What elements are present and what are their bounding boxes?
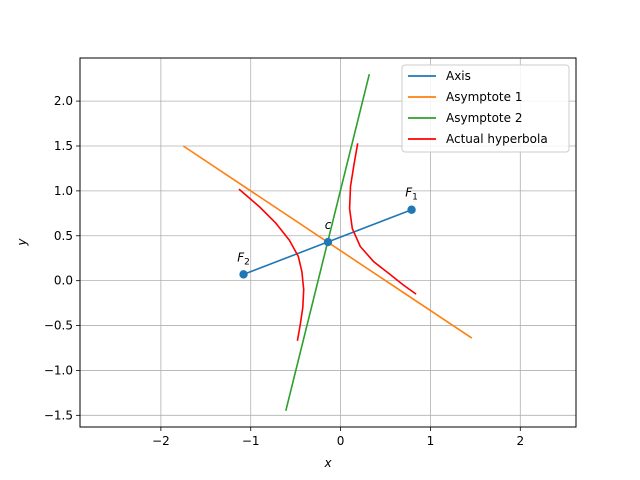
y-tick-label: 1.5 bbox=[54, 139, 73, 153]
y-tick-label: 0.0 bbox=[54, 274, 73, 288]
center-marker bbox=[323, 237, 333, 247]
y-tick-label: −1.5 bbox=[44, 408, 73, 422]
actual-hyperbola-branch-1 bbox=[238, 188, 305, 341]
legend-label-axis: Axis bbox=[446, 69, 471, 83]
plot-lines bbox=[182, 74, 473, 411]
y-tick-label: −0.5 bbox=[44, 319, 73, 333]
y-tick-label: 0.5 bbox=[54, 229, 73, 243]
x-tick-label: 0 bbox=[337, 434, 345, 448]
legend-box bbox=[401, 64, 570, 153]
label-f1: F1 bbox=[405, 186, 418, 203]
x-axis-label: x bbox=[323, 456, 332, 470]
x-tick-label: −2 bbox=[152, 434, 170, 448]
legend: Axis Asymptote 1 Asymptote 2 Actual hyperbo… bbox=[401, 64, 570, 153]
legend-label-asymptote-1: Asymptote 1 bbox=[446, 90, 522, 104]
y-tick-label: 2.0 bbox=[54, 94, 73, 108]
grid bbox=[80, 58, 576, 427]
label-f2: F2 bbox=[237, 250, 250, 267]
x-tick-label: 1 bbox=[427, 434, 435, 448]
x-tick-label: −1 bbox=[242, 434, 260, 448]
point-annotations: F1 F2 c bbox=[237, 186, 418, 268]
y-tick-label: 1.0 bbox=[54, 184, 73, 198]
axis-marker bbox=[407, 205, 416, 214]
plot-frame bbox=[79, 57, 577, 428]
y-axis-label: y bbox=[15, 238, 29, 247]
label-c: c bbox=[325, 218, 332, 232]
x-tick-label: 2 bbox=[516, 434, 524, 448]
y-tick-label: −1.0 bbox=[44, 363, 73, 377]
ticks: −2 −1 0 1 2 −1.5 −1.0 −0.5 0.0 0.5 1.0 1.5 2.0 bbox=[44, 94, 524, 448]
legend-label-actual-hyperbola: Actual hyperbola bbox=[446, 132, 548, 146]
actual-hyperbola-branch-2 bbox=[348, 143, 417, 295]
axis-marker bbox=[239, 270, 248, 279]
legend-label-asymptote-2: Asymptote 2 bbox=[446, 111, 522, 125]
